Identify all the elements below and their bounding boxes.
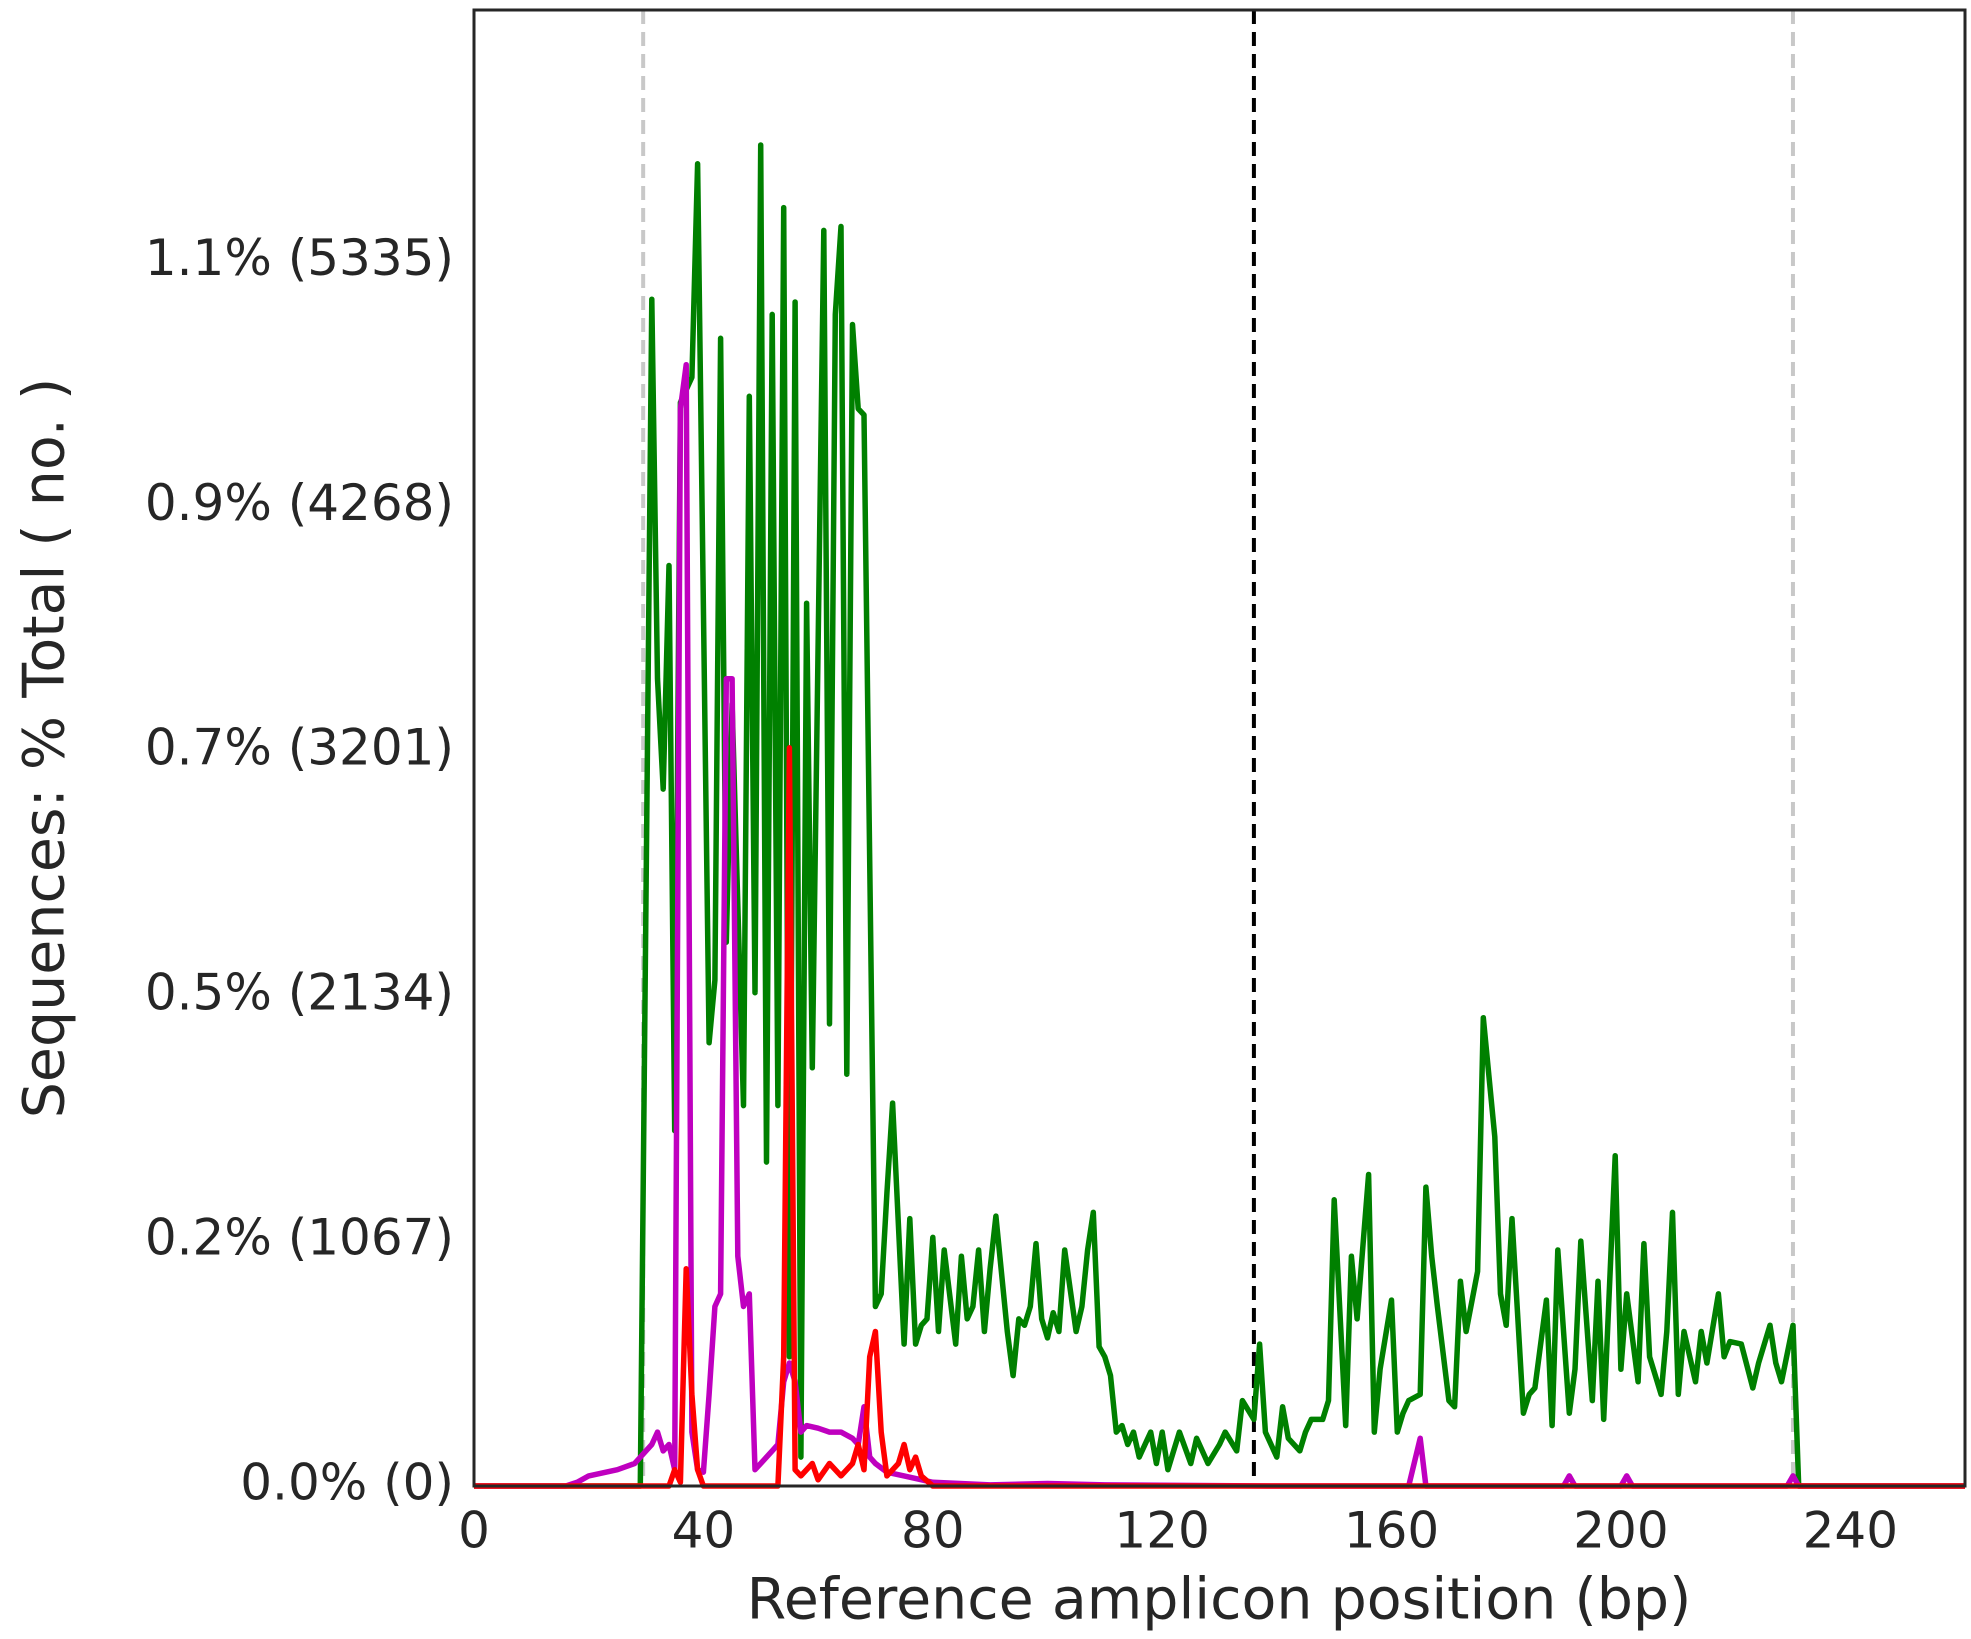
y-tick-label: 0.9% (4268) bbox=[145, 474, 454, 532]
plot-frame bbox=[472, 8, 1967, 1488]
x-tick-label: 200 bbox=[1573, 1502, 1668, 1560]
x-axis-label: Reference amplicon position (bp) bbox=[747, 1567, 1692, 1633]
x-tick-label: 160 bbox=[1344, 1502, 1439, 1560]
x-tick-label: 120 bbox=[1114, 1502, 1209, 1560]
x-tick-label: 0 bbox=[458, 1502, 490, 1560]
data-line bbox=[474, 745, 1965, 1489]
y-tick-label: 1.1% (5335) bbox=[145, 229, 454, 287]
y-axis-label: Sequences: % Total ( no. ) bbox=[12, 378, 78, 1119]
x-tick-label: 80 bbox=[901, 1502, 965, 1560]
data-line bbox=[474, 361, 1965, 1489]
data-line bbox=[474, 142, 1965, 1489]
y-tick-label: 0.0% (0) bbox=[240, 1454, 454, 1512]
y-tick-label: 0.5% (2134) bbox=[145, 964, 454, 1022]
x-tick-label: 240 bbox=[1803, 1502, 1898, 1560]
y-tick-label: 0.7% (3201) bbox=[145, 719, 454, 777]
y-tick-label: 0.2% (1067) bbox=[145, 1209, 454, 1267]
x-tick-label: 40 bbox=[672, 1502, 736, 1560]
